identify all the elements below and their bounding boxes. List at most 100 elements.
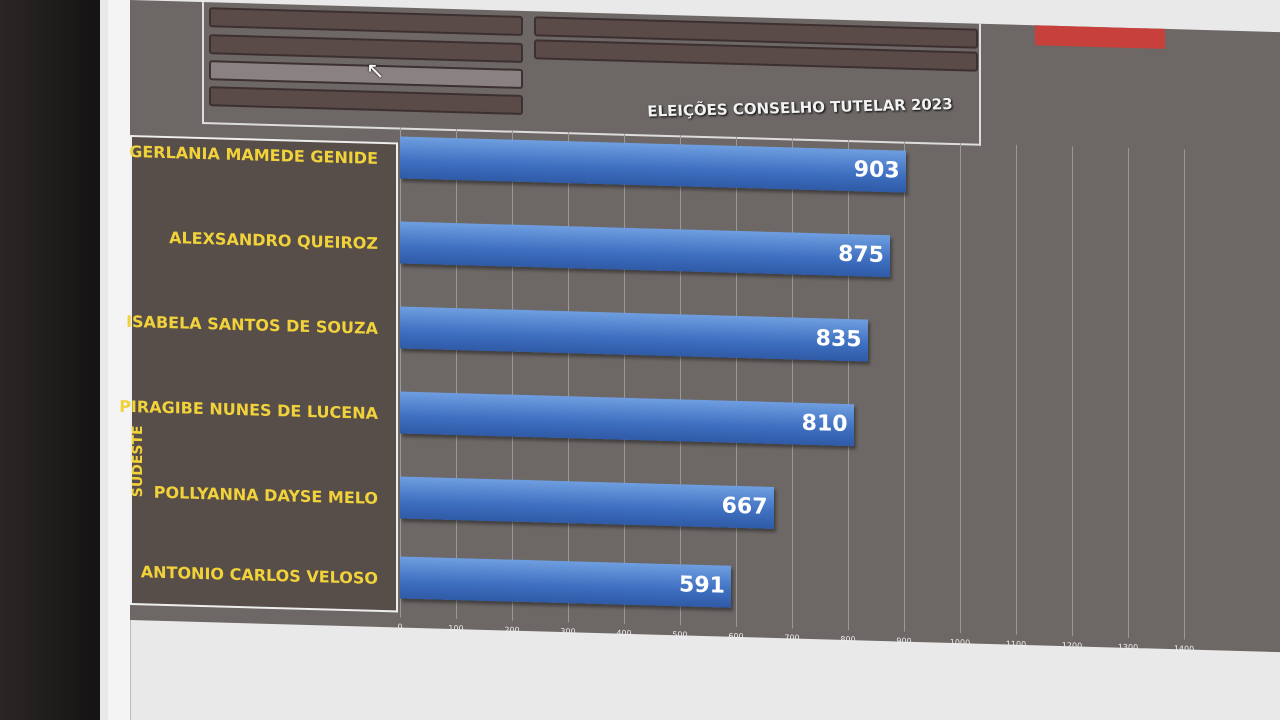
x-tick-label: 300	[560, 627, 576, 637]
row-number[interactable]	[108, 648, 130, 656]
row-number[interactable]	[108, 456, 130, 464]
row-number[interactable]	[108, 280, 130, 288]
row-number[interactable]	[108, 144, 130, 152]
row-number[interactable]	[108, 128, 130, 136]
row-number[interactable]	[108, 488, 130, 496]
row-number[interactable]	[108, 136, 130, 144]
row-number[interactable]	[108, 600, 130, 608]
row-number[interactable]	[108, 568, 130, 576]
row-number[interactable]	[108, 296, 130, 304]
row-number[interactable]	[108, 240, 130, 248]
bar[interactable]: 591	[400, 556, 731, 608]
row-number[interactable]	[108, 264, 130, 272]
row-number[interactable]	[108, 288, 130, 296]
row-number[interactable]	[108, 496, 130, 504]
row-number[interactable]	[108, 224, 130, 232]
x-tick-label: 1000	[949, 637, 971, 648]
row-number[interactable]	[108, 440, 130, 448]
row-number[interactable]	[108, 112, 130, 120]
row-number[interactable]	[108, 480, 130, 488]
row-number[interactable]	[108, 632, 130, 640]
row-number[interactable]	[108, 208, 130, 216]
slicer-filter-panel[interactable]	[202, 2, 981, 146]
row-number[interactable]	[108, 104, 130, 112]
slicer-item[interactable]	[209, 7, 523, 36]
row-number[interactable]	[108, 64, 130, 72]
bar[interactable]: 835	[400, 306, 868, 362]
row-number[interactable]	[108, 656, 130, 664]
row-number[interactable]	[108, 544, 130, 552]
row-number[interactable]	[108, 0, 130, 8]
row-number[interactable]	[108, 24, 130, 32]
row-number[interactable]	[108, 360, 130, 368]
row-number[interactable]	[108, 608, 130, 616]
row-number[interactable]	[108, 272, 130, 280]
row-number[interactable]	[108, 520, 130, 528]
row-number[interactable]	[108, 376, 130, 384]
bar-chart[interactable]: ELEIÇÕES CONSELHO TUTELAR 2023 0 100 200 30…	[119, 0, 1280, 654]
row-number[interactable]	[108, 232, 130, 240]
row-number[interactable]	[108, 32, 130, 40]
row-number[interactable]	[108, 672, 130, 680]
row-number[interactable]	[108, 248, 130, 256]
row-number[interactable]	[108, 120, 130, 128]
row-number[interactable]	[108, 184, 130, 192]
row-number[interactable]	[108, 160, 130, 168]
row-number[interactable]	[108, 416, 130, 424]
row-number[interactable]	[108, 464, 130, 472]
row-number[interactable]	[108, 256, 130, 264]
row-number[interactable]	[108, 56, 130, 64]
row-number[interactable]	[108, 640, 130, 648]
row-number[interactable]	[108, 552, 130, 560]
row-number[interactable]	[108, 712, 130, 720]
row-number[interactable]	[108, 424, 130, 432]
gridline	[1128, 147, 1129, 638]
row-number[interactable]	[108, 576, 130, 584]
bar[interactable]: 875	[400, 221, 890, 278]
row-number[interactable]	[108, 432, 130, 440]
row-number[interactable]	[108, 536, 130, 544]
row-number[interactable]	[108, 40, 130, 48]
row-number[interactable]	[108, 624, 130, 632]
row-number[interactable]	[108, 664, 130, 672]
row-number[interactable]	[108, 504, 130, 512]
row-number[interactable]	[108, 528, 130, 536]
category-label: PIRAGIBE NUNES DE LUCENA	[119, 396, 378, 423]
row-number[interactable]	[108, 80, 130, 88]
row-number[interactable]	[108, 168, 130, 176]
row-number[interactable]	[108, 216, 130, 224]
row-number[interactable]	[108, 16, 130, 24]
row-number[interactable]	[108, 304, 130, 312]
row-number[interactable]	[108, 384, 130, 392]
row-number[interactable]	[108, 680, 130, 688]
row-number[interactable]	[108, 688, 130, 696]
row-number[interactable]	[108, 472, 130, 480]
row-number[interactable]	[108, 592, 130, 600]
row-number[interactable]	[108, 192, 130, 200]
row-number[interactable]	[108, 696, 130, 704]
row-number[interactable]	[108, 368, 130, 376]
row-number[interactable]	[108, 72, 130, 80]
bar[interactable]: 903	[400, 136, 906, 193]
row-number[interactable]	[108, 96, 130, 104]
row-number[interactable]	[108, 88, 130, 96]
red-button[interactable]	[1035, 25, 1165, 49]
row-number[interactable]	[108, 352, 130, 360]
row-number[interactable]	[108, 448, 130, 456]
row-number[interactable]	[108, 8, 130, 16]
x-tick-label: 1300	[1117, 642, 1139, 653]
row-number[interactable]	[108, 584, 130, 592]
row-number[interactable]	[108, 200, 130, 208]
row-number[interactable]	[108, 560, 130, 568]
row-number[interactable]	[108, 616, 130, 624]
row-number[interactable]	[108, 344, 130, 352]
row-number[interactable]	[108, 152, 130, 160]
row-number[interactable]	[108, 704, 130, 712]
gridline	[1016, 144, 1017, 635]
row-number[interactable]	[108, 512, 130, 520]
slicer-item[interactable]	[209, 86, 523, 115]
row-number[interactable]	[108, 48, 130, 56]
bar[interactable]: 810	[400, 391, 854, 447]
row-number[interactable]	[108, 336, 130, 344]
row-number[interactable]	[108, 176, 130, 184]
